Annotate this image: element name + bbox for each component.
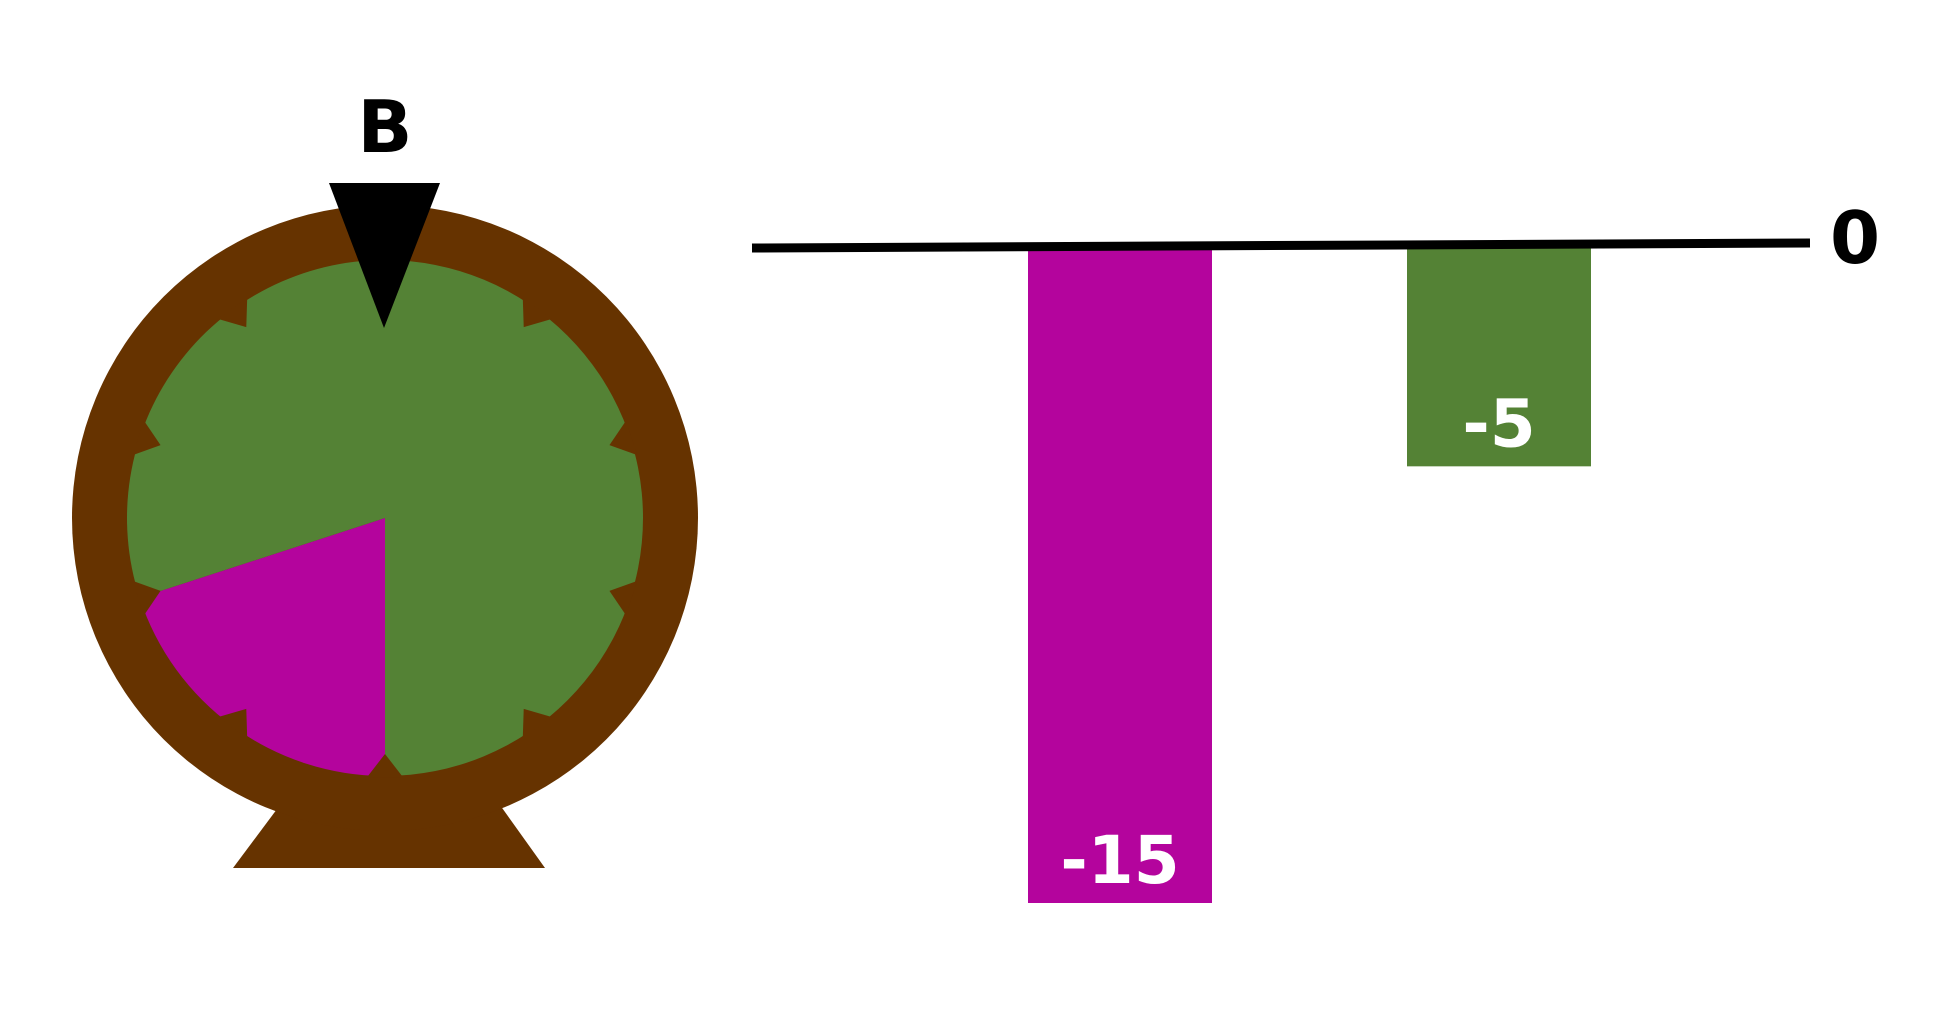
spinner-label: B — [358, 85, 413, 169]
spinner-notch — [609, 580, 638, 616]
spinner: B — [72, 85, 698, 868]
spinner-notch — [217, 708, 248, 739]
zero-axis-line — [751, 238, 1811, 253]
bar-magenta — [1028, 248, 1212, 903]
spinner-notch — [217, 297, 248, 328]
bar-chart: -15 -5 0 — [751, 196, 1880, 903]
zero-axis-label: 0 — [1830, 196, 1880, 280]
spinner-notch — [522, 297, 553, 328]
spinner-sector-green — [127, 260, 385, 598]
bar-group: -15 -5 — [1028, 248, 1591, 903]
spinner-sector-magenta — [139, 518, 385, 776]
bar-value-label-green: -5 — [1462, 385, 1535, 462]
bar-value-label-magenta: -15 — [1060, 822, 1179, 899]
spinner-pointer — [329, 183, 440, 328]
spinner-notch — [522, 708, 553, 739]
spinner-notch — [609, 420, 638, 456]
spinner-notch — [132, 420, 161, 456]
spinner-sector-green — [385, 260, 643, 776]
spinner-notch — [366, 754, 404, 778]
spinner-notch — [132, 580, 161, 616]
bar-green — [1407, 248, 1591, 467]
spinner-sectors — [127, 258, 643, 778]
